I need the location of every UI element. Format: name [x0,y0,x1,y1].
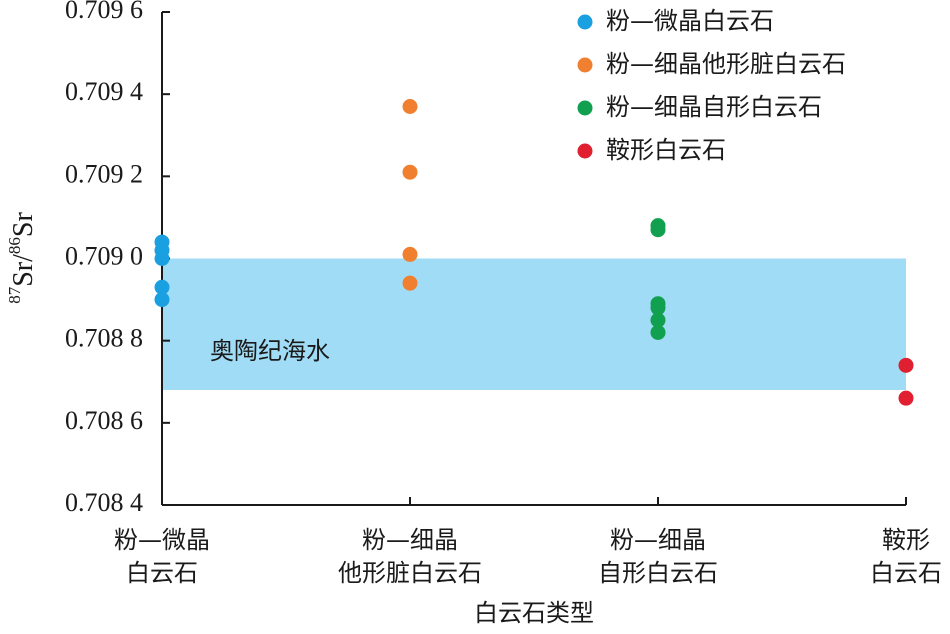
y-tick-label: 0.708 8 [65,324,143,353]
data-point [402,275,418,291]
legend-marker [577,14,593,30]
data-point [650,312,666,328]
data-point [402,98,418,114]
legend-label: 粉—细晶他形脏白云石 [606,50,846,78]
x-tick-label: 白云石 [126,559,198,587]
legend-marker [577,143,593,159]
seawater-band [162,258,906,390]
x-tick-label: 他形脏白云石 [338,559,482,587]
x-tick-label: 粉—微晶 [114,526,210,554]
data-point [650,324,666,340]
y-label-part: 86 [5,237,24,254]
legend-marker [577,57,593,73]
x-axis-label: 白云石类型 [474,599,594,627]
x-tick-label: 粉—细晶 [610,526,706,554]
legend-label: 鞍形白云石 [606,136,726,164]
data-point [154,251,170,266]
legend-label: 粉—微晶白云石 [606,7,774,35]
y-tick-label: 0.709 0 [65,241,143,270]
data-point [650,300,666,316]
band-label: 奥陶纪海水 [210,337,330,365]
y-label-part: Sr [8,212,39,238]
data-point [898,357,914,373]
y-tick-label: 0.709 4 [65,77,143,106]
legend-label: 粉—细晶自形白云石 [606,93,822,121]
data-point [154,279,170,295]
x-tick-label: 粉—细晶 [362,526,458,554]
x-tick-label: 自形白云石 [598,559,718,587]
y-tick-label: 0.708 4 [65,488,143,517]
y-label-part: Sr/ [8,254,39,287]
data-point [402,164,418,180]
y-axis-label: 87Sr/86Sr [5,212,39,304]
y-tick-label: 0.709 2 [65,159,143,188]
data-point [402,246,418,262]
x-tick-label: 白云石 [870,559,942,587]
data-point [154,292,170,308]
y-tick-label: 0.708 6 [65,406,143,435]
legend-marker [577,100,593,116]
data-point [650,222,666,238]
y-label-part: 87 [5,286,24,304]
data-point [898,390,914,406]
x-tick-label: 鞍形 [882,526,930,554]
y-tick-label: 0.709 6 [65,0,143,24]
